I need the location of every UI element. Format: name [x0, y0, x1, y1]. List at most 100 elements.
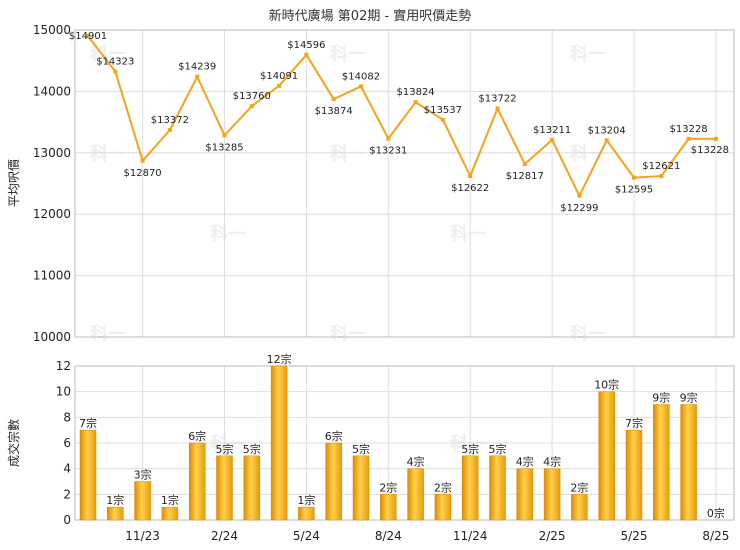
x-tick-label-6: 5/25	[621, 529, 648, 543]
price-data-label-8: $14596	[287, 40, 325, 51]
deal-bar-label-0: 7宗	[79, 416, 97, 430]
price-point-4	[195, 74, 200, 79]
x-tick-label-1: 2/24	[211, 529, 238, 543]
watermark-9: 科一	[330, 323, 366, 345]
deal-bar-label-3: 1宗	[161, 493, 179, 507]
price-point-19	[604, 138, 609, 143]
deal-bar-label-10: 5宗	[352, 442, 370, 456]
deal-bar-label-2: 3宗	[134, 468, 152, 482]
price-point-8	[304, 52, 309, 57]
watermark-12: 科一	[450, 433, 486, 455]
chart-title: 新時代廣場 第02期 - 實用呎價走勢	[269, 8, 472, 24]
price-data-label-7: $14091	[260, 71, 298, 82]
deal-bar-3	[161, 506, 179, 521]
deal-bar-6	[243, 455, 261, 521]
price-point-6	[249, 104, 254, 109]
deal-bar-20	[625, 429, 643, 521]
bar-y-tick-label-3: 6	[63, 436, 71, 450]
deal-bar-1	[107, 506, 124, 521]
line-y-tick-label-5: 15000	[33, 23, 71, 37]
price-point-18	[577, 193, 582, 198]
deal-bar-label-14: 5宗	[461, 442, 479, 456]
price-data-label-23: $13228	[691, 145, 729, 156]
price-data-label-16: $12817	[506, 171, 544, 182]
x-tick-label-0: 11/23	[125, 529, 160, 543]
deal-bar-15	[489, 455, 506, 521]
price-data-label-6: $13760	[233, 91, 271, 102]
deal-bar-17	[543, 468, 561, 521]
line-y-tick-label-3: 13000	[33, 146, 71, 160]
deal-bar-label-11: 2宗	[379, 480, 397, 494]
price-data-label-9: $13874	[315, 106, 353, 117]
price-point-10	[359, 84, 363, 89]
x-tick-label-3: 8/24	[375, 529, 402, 543]
deal-bar-13	[434, 494, 452, 521]
bar-y-axis-label: 成交宗數	[6, 419, 21, 467]
deal-bar-label-8: 1宗	[297, 493, 315, 507]
deal-bar-4	[188, 442, 206, 521]
price-data-label-18: $12299	[560, 203, 598, 214]
bar-y-tick-label-4: 8	[63, 410, 71, 424]
price-data-label-15: $13722	[478, 93, 516, 104]
price-data-label-14: $12622	[451, 183, 489, 194]
price-series-line	[87, 35, 716, 199]
price-data-label-22: $13228	[670, 124, 708, 135]
price-data-label-4: $14239	[178, 62, 216, 73]
deal-bar-label-19: 10宗	[594, 378, 619, 392]
deal-bar-18	[571, 494, 588, 521]
price-data-label-21: $12621	[642, 161, 680, 172]
price-data-label-11: $13231	[369, 146, 407, 157]
deal-bar-21	[653, 404, 670, 521]
deal-bar-label-5: 5宗	[216, 442, 234, 456]
watermark-0: 科一	[90, 43, 126, 65]
deal-bar-label-9: 6宗	[325, 429, 343, 443]
price-point-7	[277, 83, 282, 88]
price-point-15	[495, 106, 500, 111]
watermark-6: 科一	[210, 223, 246, 245]
price-data-label-10: $14082	[342, 71, 380, 82]
bar-y-tick-label-6: 12	[56, 359, 71, 373]
deal-bar-label-22: 9宗	[680, 391, 698, 405]
watermark-2: 科一	[570, 43, 606, 65]
watermark-4: 科一	[330, 143, 366, 165]
deal-bar-label-7: 12宗	[267, 352, 292, 366]
deal-bar-label-23: 0宗	[707, 506, 725, 520]
deal-bar-label-21: 9宗	[652, 391, 670, 405]
price-point-0	[86, 34, 90, 39]
price-data-label-2: $12870	[124, 168, 162, 179]
deal-bar-8	[298, 506, 315, 521]
x-tick-label-4: 11/24	[453, 529, 488, 543]
price-data-label-17: $13211	[533, 125, 571, 136]
deal-bar-0	[79, 429, 97, 521]
deal-bar-12	[407, 468, 424, 521]
price-point-16	[522, 162, 527, 167]
deal-bar-label-13: 2宗	[434, 480, 452, 494]
deal-bar-7	[270, 365, 288, 521]
watermark-3: 科一	[90, 143, 126, 165]
deal-bar-label-12: 4宗	[407, 455, 425, 469]
price-point-2	[140, 158, 145, 163]
deal-bar-label-20: 7宗	[625, 416, 643, 430]
price-point-12	[413, 100, 418, 105]
line-plot-frame	[74, 29, 735, 338]
deal-bar-label-4: 6宗	[188, 429, 206, 443]
bar-y-tick-label-2: 4	[63, 462, 71, 476]
price-point-9	[331, 97, 336, 102]
price-data-label-20: $12595	[615, 185, 653, 196]
deal-bar-10	[352, 455, 370, 521]
watermark-1: 科一	[330, 43, 366, 65]
price-point-20	[632, 175, 636, 180]
price-data-label-13: $13537	[424, 105, 462, 116]
watermark-8: 科一	[90, 323, 126, 345]
price-point-23	[713, 136, 718, 141]
deal-bar-label-6: 5宗	[243, 442, 261, 456]
price-point-11	[386, 136, 391, 141]
deal-bar-label-15: 5宗	[489, 442, 507, 456]
deal-bar-label-17: 4宗	[543, 455, 561, 469]
deal-bar-19	[598, 391, 615, 521]
deal-bar-label-1: 1宗	[106, 493, 124, 507]
bar-plot-frame	[74, 365, 735, 521]
price-point-21	[659, 174, 664, 179]
